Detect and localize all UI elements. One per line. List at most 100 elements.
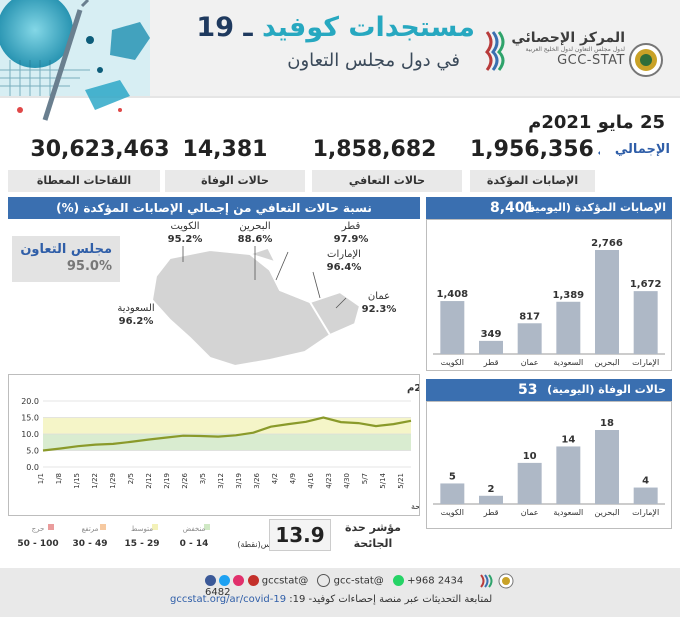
gcc-emblem-icon <box>629 43 663 77</box>
x-tick-label-18: 5/7 <box>361 473 369 484</box>
footer-contacts: gccstat@ gcc-stat@ +968 2434 6482 <box>205 574 475 598</box>
map-kuwait-value: 95.2% <box>167 234 203 245</box>
legend-level-range-2: 30 - 49 <box>72 539 107 549</box>
virus-illustration <box>0 0 150 121</box>
legend-swatch-1 <box>152 524 158 530</box>
footer <box>0 568 680 617</box>
severity-legend-swatches: منخفض 0 - 14 متوسط 15 - 29 مرتفع 30 - 49 حرج 50… <box>17 524 210 549</box>
deaths-category-label-4: البحرين <box>595 508 620 517</box>
legend-level-name-3: حرج <box>32 525 45 533</box>
map-oman-name: عمان <box>367 291 391 302</box>
total-deaths-value: 14,381 <box>182 137 268 162</box>
daily-confirmed-total: 8,401 <box>490 200 535 216</box>
map-leader-lines <box>182 246 347 309</box>
map-uae-value: 96.4% <box>326 262 362 273</box>
confirmed-value-label-0: 1,408 <box>437 289 469 300</box>
gcc-recovery-box: مجلس التعاون 95.0% <box>12 236 120 282</box>
page-title: مستجدات كوفيد ـ 19 <box>185 12 475 43</box>
total-row-label: الإجمالي <box>600 142 670 164</box>
legend-swatch-2 <box>100 524 106 530</box>
confirmed-category-label-4: البحرين <box>595 358 620 367</box>
legend-swatch-0 <box>204 524 210 530</box>
x-tick-label-2: 1/15 <box>73 473 81 489</box>
legend-level-name-2: مرتفع <box>82 525 99 533</box>
map-saudi-name: السعودية <box>117 303 155 314</box>
map-label-kuwait: الكويت 95.2% <box>163 220 207 246</box>
legend-level-range-1: 15 - 29 <box>124 539 159 549</box>
severity-series-line <box>42 416 412 452</box>
y-tick-label-3: 5.0 <box>26 447 39 456</box>
legend-level-name-1: متوسط <box>131 525 153 533</box>
deaths-category-label-2: عمان <box>521 508 539 517</box>
gcc-name-en: GCC-STAT <box>557 53 625 68</box>
daily-deaths-chart-box: 5 الكويت 2 قطر 10 عمان 14 السعودية 18 البحرين 4 الإ… <box>426 401 672 529</box>
gcc-stat-logo-text: المركز الإحصائي لدول مجلس التعاون لدول ا… <box>505 30 625 68</box>
gcc-map <box>150 247 362 368</box>
y-tick-label-4: 0.0 <box>26 463 39 472</box>
confirmed-value-label-5: 1,672 <box>630 279 662 290</box>
confirmed-bar-4 <box>595 250 619 354</box>
page-subtitle: في دول مجلس التعاون <box>287 50 460 71</box>
recovery-panel-title: نسبة حالات التعافي من إجمالي الإصابات ال… <box>8 197 420 219</box>
x-tick-label-12: 3/26 <box>253 472 261 488</box>
confirmed-bar-5 <box>633 291 658 354</box>
x-tick-label-6: 2/12 <box>145 473 153 489</box>
map-saudi-value: 96.2% <box>118 316 154 327</box>
twitter-icon[interactable] <box>219 575 231 586</box>
map-uae-name: الإمارات <box>327 249 361 260</box>
confirmed-bar-0 <box>440 301 465 354</box>
x-tick-label-16: 4/23 <box>325 473 333 489</box>
footer-phone[interactable]: +968 2434 6482 <box>205 575 464 599</box>
line-chart-note: مؤشر حدة الجائحة يقيس الإتجاه العام اليو… <box>411 502 419 512</box>
confirmed-category-label-5: الإمارات <box>632 358 659 368</box>
confirmed-value-label-3: 1,389 <box>553 290 585 301</box>
total-vaccines-label: اللقاحات المعطاة <box>8 170 160 192</box>
band-medium <box>43 417 411 434</box>
x-tick-label-7: 2/19 <box>163 473 171 489</box>
daily-deaths-chart: 5 الكويت 2 قطر 10 عمان 14 السعودية 18 البحرين 4 الإ… <box>433 418 665 518</box>
daily-deaths-title: حالات الوفاة (اليومية) <box>547 383 666 396</box>
x-tick-label-19: 5/14 <box>379 472 387 488</box>
x-tick-label-11: 3/19 <box>235 473 243 489</box>
map-qatar-value: 97.9% <box>333 234 369 245</box>
confirmed-category-label-1: قطر <box>483 358 499 367</box>
website-handle[interactable]: gcc-stat@ <box>333 575 384 587</box>
deaths-category-label-5: الإمارات <box>632 508 659 518</box>
total-deaths-label: حالات الوفاة <box>165 170 305 192</box>
x-tick-label-13: 4/2 <box>271 473 279 484</box>
deaths-bar-1 <box>479 495 503 504</box>
deaths-bar-4 <box>595 430 619 504</box>
confirmed-bar-3 <box>556 301 581 354</box>
facebook-icon[interactable] <box>205 575 216 586</box>
youtube-icon[interactable] <box>247 575 259 586</box>
confirmed-value-label-2: 817 <box>519 311 540 322</box>
total-vaccines-value: 30,623,463 <box>30 137 170 162</box>
total-recovered-label: حالات التعافي <box>312 170 462 192</box>
x-tick-label-17: 4/30 <box>343 473 351 489</box>
deaths-value-label-0: 5 <box>449 471 456 482</box>
title-number: ـ 19 <box>196 12 263 43</box>
daily-confirmed-header: الإصابات المؤكدة (اليومية) 8,401 <box>426 197 672 219</box>
line-chart-title: مؤشر حدة كوفيد- 19 في مجلس التعاون خلال … <box>407 383 419 394</box>
x-tick-label-10: 3/12 <box>217 473 225 489</box>
legend-level-range-0: 0 - 14 <box>180 539 209 549</box>
y-tick-label-1: 15.0 <box>21 414 39 423</box>
deaths-value-label-1: 2 <box>488 484 495 495</box>
x-tick-label-5: 2/5 <box>127 473 135 484</box>
deaths-category-label-1: قطر <box>483 508 499 517</box>
report-date: 25 مايو 2021م <box>528 112 665 133</box>
daily-confirmed-title: الإصابات المؤكدة (اليومية) <box>523 201 666 214</box>
deaths-bar-3 <box>556 446 581 504</box>
confirmed-value-label-1: 349 <box>481 329 502 340</box>
footer-link-line: gccstat.org/ar/covid-19 لمتابعة التحديثا… <box>170 594 510 605</box>
gcc-stat-logo-icon <box>484 31 505 71</box>
confirmed-category-label-3: السعودية <box>553 358 583 367</box>
instagram-icon[interactable] <box>233 575 245 586</box>
band-low <box>43 434 411 451</box>
severity-legend: منخفض 0 - 14 متوسط 15 - 29 مرتفع 30 - 49 حرج 50… <box>14 522 234 552</box>
deaths-value-label-2: 10 <box>523 451 537 462</box>
social-handle[interactable]: gccstat@ <box>261 575 309 587</box>
footer-url[interactable]: gccstat.org/ar/covid-19 <box>170 594 287 605</box>
deaths-bar-5 <box>633 487 658 504</box>
map-qatar-name: قطر <box>341 221 361 232</box>
